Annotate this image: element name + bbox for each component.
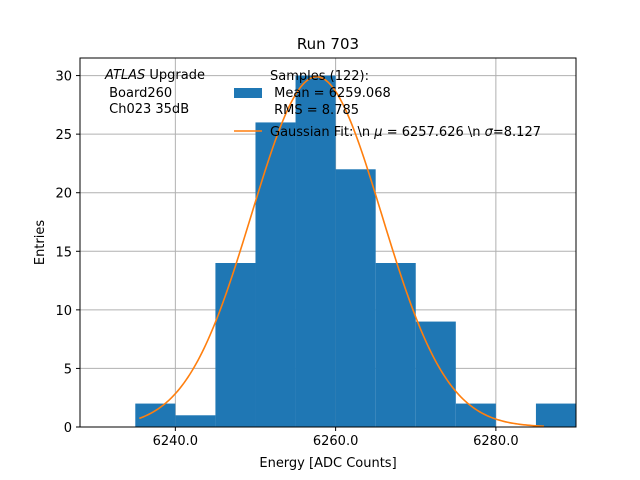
axes-frame: [79, 57, 577, 428]
gaussian-fit-line: [139, 75, 544, 428]
legend-samples-rms: RMS = 8.785: [270, 103, 359, 118]
legend-fit-mid: = 6257.626 \n: [383, 125, 485, 140]
histogram-bar: [455, 403, 496, 427]
y-tick-label: 10: [55, 304, 72, 319]
histogram-bar: [135, 403, 176, 427]
histogram-bar: [415, 321, 456, 427]
y-tick-label: 15: [55, 245, 72, 260]
x-tick-label: 6240.0: [153, 434, 199, 449]
histogram-bar: [255, 122, 296, 427]
histogram-bar: [175, 415, 216, 427]
x-tick-label: 6280.0: [473, 434, 519, 449]
legend-fit-prefix: Gaussian Fit: \n: [270, 125, 374, 140]
y-tick-label: 20: [55, 187, 72, 202]
y-tick-label: 5: [64, 362, 72, 377]
legend-fit-label: Gaussian Fit: \n μ = 6257.626 \n σ=8.127: [270, 125, 541, 140]
legend-samples-mean: Mean = 6259.068: [270, 86, 391, 101]
annotation-upgrade: Upgrade: [145, 68, 205, 83]
axis-ticks: 6240.0 6260.0 6280.0 0 5 10 15 20 25 30: [55, 70, 518, 449]
annotation-line: Ch023 35dB: [105, 102, 189, 117]
legend-samples-label: Samples (122):: [270, 69, 369, 84]
x-axis-label: Energy [ADC Counts]: [259, 456, 396, 471]
histogram-bars: [135, 75, 576, 428]
histogram-bar: [375, 263, 416, 427]
y-axis-label: Entries: [33, 220, 48, 266]
atlas-annotation: ATLAS Upgrade Board260 Ch023 35dB: [104, 68, 205, 117]
legend-fit-suffix: =8.127: [493, 125, 541, 140]
legend-samples-swatch: [234, 88, 262, 98]
y-tick-label: 30: [55, 70, 72, 85]
legend-fit-mu-symbol: μ: [373, 125, 382, 140]
annotation-line: Board260: [105, 86, 172, 101]
legend: Samples (122): Mean = 6259.068 RMS = 8.7…: [234, 69, 541, 140]
histogram-bar: [295, 75, 336, 428]
chart-title: Run 703: [297, 35, 359, 53]
histogram-bar: [335, 169, 376, 428]
gaussian-fit-curve: [139, 75, 544, 428]
histogram-bar: [215, 263, 256, 427]
annotation-atlas: ATLAS: [104, 68, 145, 83]
y-tick-label: 25: [55, 128, 72, 143]
x-tick-label: 6260.0: [313, 434, 359, 449]
annotation-line: ATLAS Upgrade: [104, 68, 205, 83]
y-tick-label: 0: [64, 421, 72, 436]
histogram-bar: [535, 403, 576, 427]
legend-fit-sigma-symbol: σ: [485, 125, 494, 140]
